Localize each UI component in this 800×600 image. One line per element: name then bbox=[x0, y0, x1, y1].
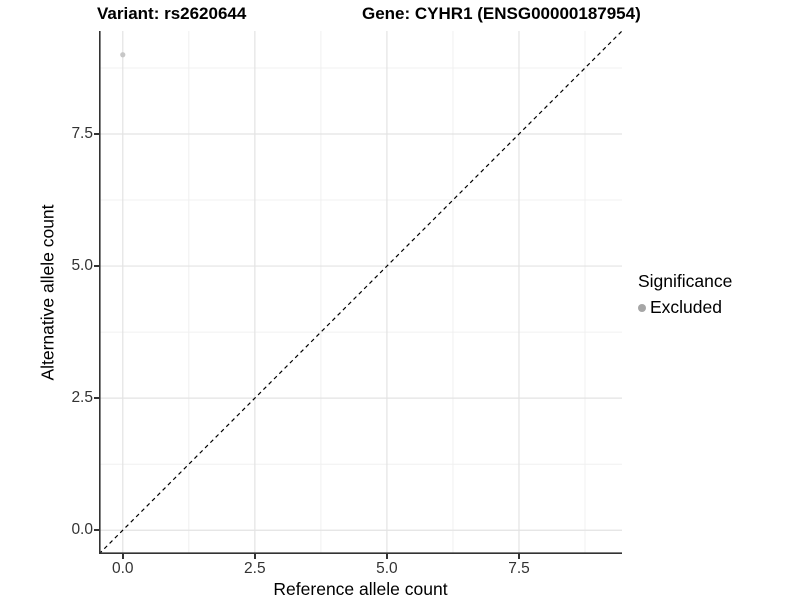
plot-title: Variant: rs2620644 Gene: CYHR1 (ENSG0000… bbox=[0, 4, 800, 26]
identity-dashed-line bbox=[99, 31, 622, 554]
y-tick bbox=[94, 529, 99, 531]
x-tick-label: 2.5 bbox=[244, 560, 266, 577]
y-tick bbox=[94, 133, 99, 135]
legend-title: Significance bbox=[638, 271, 733, 291]
x-tick bbox=[122, 554, 124, 559]
legend-point-icon bbox=[638, 303, 646, 312]
y-tick bbox=[94, 397, 99, 399]
y-tick bbox=[94, 265, 99, 267]
x-tick-label: 0.0 bbox=[111, 560, 134, 577]
x-axis-title: Reference allele count bbox=[273, 579, 448, 599]
plot-panel bbox=[99, 31, 622, 554]
legend-item-excluded: Excluded bbox=[638, 297, 732, 318]
x-tick bbox=[386, 554, 388, 559]
y-axis-title: Alternative allele count bbox=[37, 204, 58, 381]
x-tick-label: 7.5 bbox=[508, 560, 530, 577]
x-tick bbox=[254, 554, 256, 559]
legend-item-label: Excluded bbox=[650, 297, 722, 317]
y-tick-label: 7.5 bbox=[71, 125, 93, 142]
y-tick-label: 0.0 bbox=[71, 521, 93, 539]
data-point bbox=[120, 52, 126, 58]
y-tick-label: 5.0 bbox=[71, 257, 93, 275]
legend: Significance Excluded bbox=[638, 271, 732, 318]
plot-title-gene: Gene: CYHR1 (ENSG00000187954) bbox=[362, 4, 641, 23]
y-tick-label: 2.5 bbox=[71, 389, 93, 407]
x-tick-label: 5.0 bbox=[376, 560, 398, 577]
plot-title-variant: Variant: rs2620644 bbox=[97, 4, 247, 23]
x-tick bbox=[518, 554, 520, 559]
